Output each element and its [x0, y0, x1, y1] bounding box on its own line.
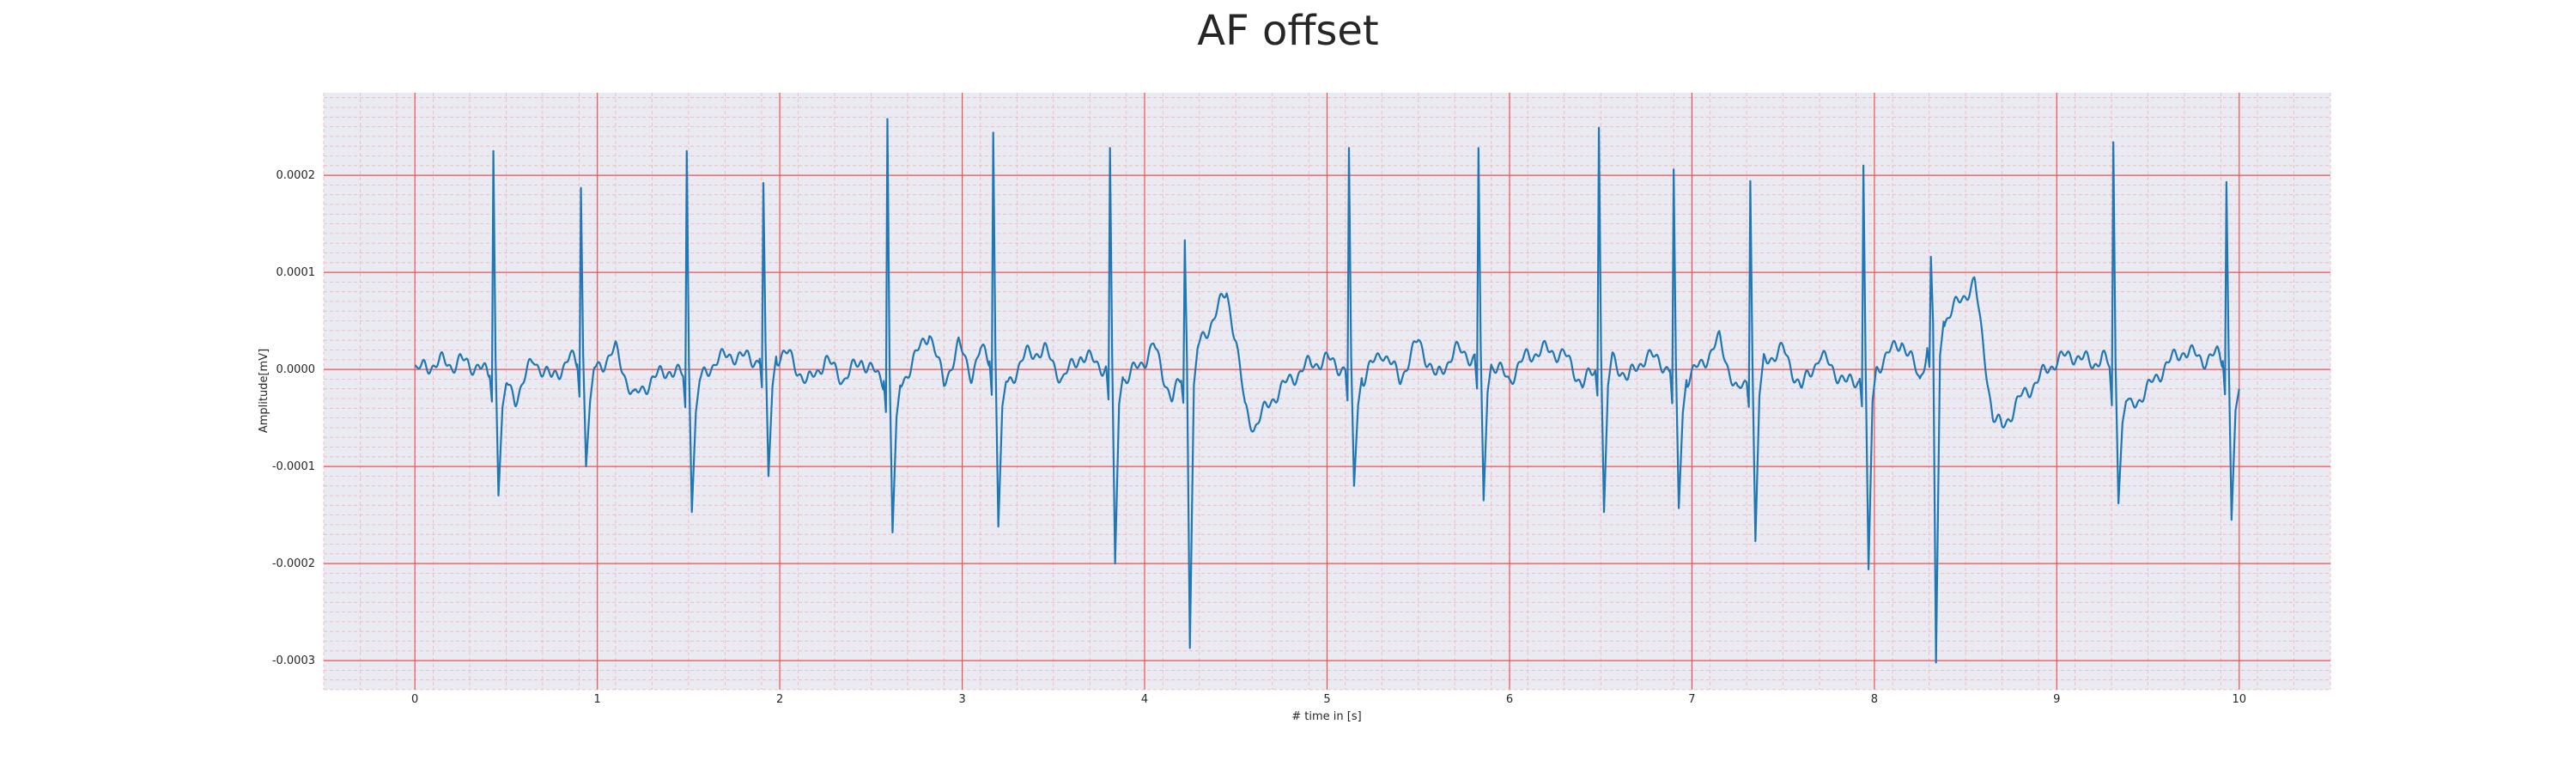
chart-title: AF offset: [1197, 7, 1379, 55]
x-tick-labels: 0 1 2 3 4 5 6 7 8 9 10: [411, 693, 2246, 706]
y-tick-label: 0.0002: [276, 169, 316, 182]
y-axis-label: Amplitude[mV]: [258, 349, 270, 433]
y-tick-labels: -0.0003 -0.0002 -0.0001 0.0000 0.0001 0.0002: [272, 169, 315, 667]
x-tick-label: 3: [958, 693, 965, 706]
x-tick-label: 2: [776, 693, 783, 706]
x-tick-label: 4: [1141, 693, 1148, 706]
x-tick-label: 0: [411, 693, 418, 706]
x-tick-label: 6: [1506, 693, 1513, 706]
x-tick-label: 7: [1688, 693, 1695, 706]
series-line: [414, 118, 2240, 664]
x-tick-label: 5: [1323, 693, 1330, 706]
series-group: [414, 118, 2240, 664]
y-tick-label: 0.0000: [276, 363, 316, 376]
y-tick-label: -0.0002: [272, 557, 315, 570]
major-grid: [324, 93, 2330, 690]
y-tick-label: 0.0001: [276, 266, 316, 279]
x-tick-label: 1: [594, 693, 601, 706]
y-tick-label: -0.0003: [272, 654, 315, 667]
x-tick-label: 8: [1871, 693, 1878, 706]
y-tick-label: -0.0001: [272, 460, 315, 473]
x-tick-label: 9: [2053, 693, 2060, 706]
x-tick-label: 10: [2233, 693, 2247, 706]
x-axis-label: # time in [s]: [1291, 710, 1361, 723]
minor-grid: [323, 93, 2331, 691]
